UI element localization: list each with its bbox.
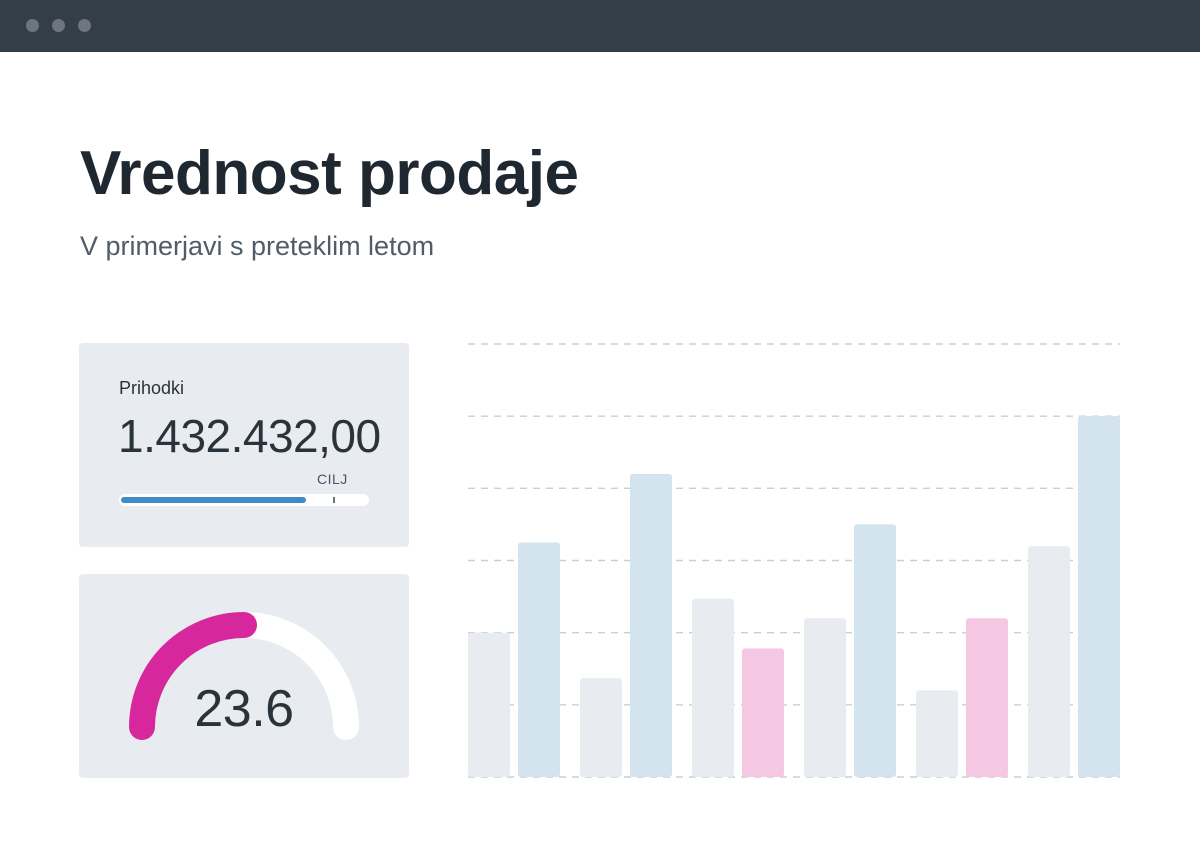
- chart-bar: [630, 473, 672, 777]
- page-title: Vrednost prodaje: [80, 139, 579, 208]
- gauge-value: 23.6: [194, 680, 294, 738]
- revenue-value: 1.432.432,00: [118, 410, 381, 462]
- window-control-dot[interactable]: [78, 19, 91, 32]
- chart-bar: [966, 618, 1008, 777]
- chart-bar: [580, 678, 622, 777]
- target-label: CILJ: [317, 471, 348, 487]
- page-subtitle: V primerjavi s preteklim letom: [80, 231, 435, 261]
- gauge-arc: [129, 612, 257, 740]
- revenue-progress-fill: [121, 497, 306, 503]
- chart-bar: [692, 598, 734, 777]
- gauge-chart: [129, 612, 359, 740]
- chart-bar: [1028, 546, 1070, 777]
- chart-bar: [854, 524, 896, 777]
- chart-bar: [916, 690, 958, 777]
- chart-bar: [518, 542, 560, 777]
- window-control-dot[interactable]: [26, 19, 39, 32]
- chart-bar: [804, 618, 846, 777]
- target-marker: [332, 497, 335, 503]
- window-titlebar: [0, 0, 1200, 52]
- gauge-card: 23.6: [79, 574, 409, 778]
- chart-bar: [742, 648, 784, 777]
- chart-bar: [468, 632, 510, 777]
- revenue-progress-bar: [119, 494, 369, 506]
- revenue-card: Prihodki 1.432.432,00 CILJ: [79, 343, 409, 547]
- window-control-dot[interactable]: [52, 19, 65, 32]
- chart-bar: [1078, 416, 1120, 777]
- bar-chart: [468, 343, 1120, 778]
- revenue-label: Prihodki: [119, 378, 185, 398]
